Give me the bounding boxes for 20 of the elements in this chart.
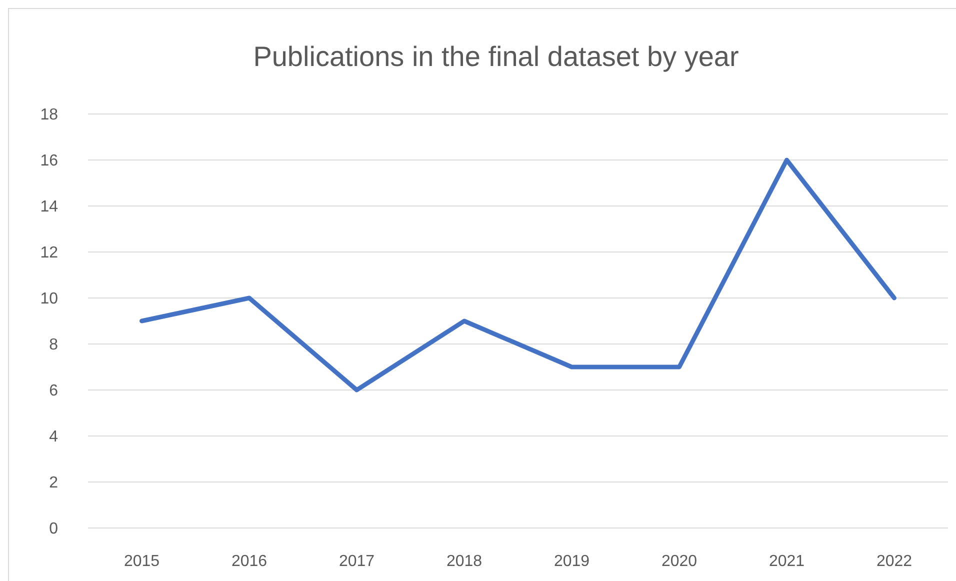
x-tick-label: 2018 bbox=[446, 553, 482, 570]
x-tick-label: 2016 bbox=[231, 553, 268, 570]
y-tick-label: 18 bbox=[40, 106, 58, 124]
x-tick-label: 2019 bbox=[554, 553, 590, 570]
x-tick-label: 2017 bbox=[338, 553, 375, 570]
x-tick-label: 2015 bbox=[124, 553, 160, 570]
chart-title: Publications in the final dataset by year bbox=[253, 41, 739, 72]
x-tick-label: 2022 bbox=[876, 553, 912, 570]
y-tick-label: 12 bbox=[40, 244, 58, 262]
y-tick-label: 10 bbox=[40, 290, 58, 308]
y-tick-label: 8 bbox=[49, 336, 58, 354]
y-tick-label: 6 bbox=[49, 382, 58, 400]
y-tick-label: 16 bbox=[40, 152, 58, 170]
y-tick-label: 2 bbox=[49, 474, 58, 492]
x-tick-label: 2020 bbox=[661, 553, 698, 570]
y-tick-label: 0 bbox=[49, 520, 58, 538]
x-tick-label: 2021 bbox=[768, 553, 805, 570]
line-series bbox=[140, 158, 896, 392]
y-tick-label: 4 bbox=[49, 428, 58, 446]
y-tick-label: 14 bbox=[40, 198, 58, 216]
